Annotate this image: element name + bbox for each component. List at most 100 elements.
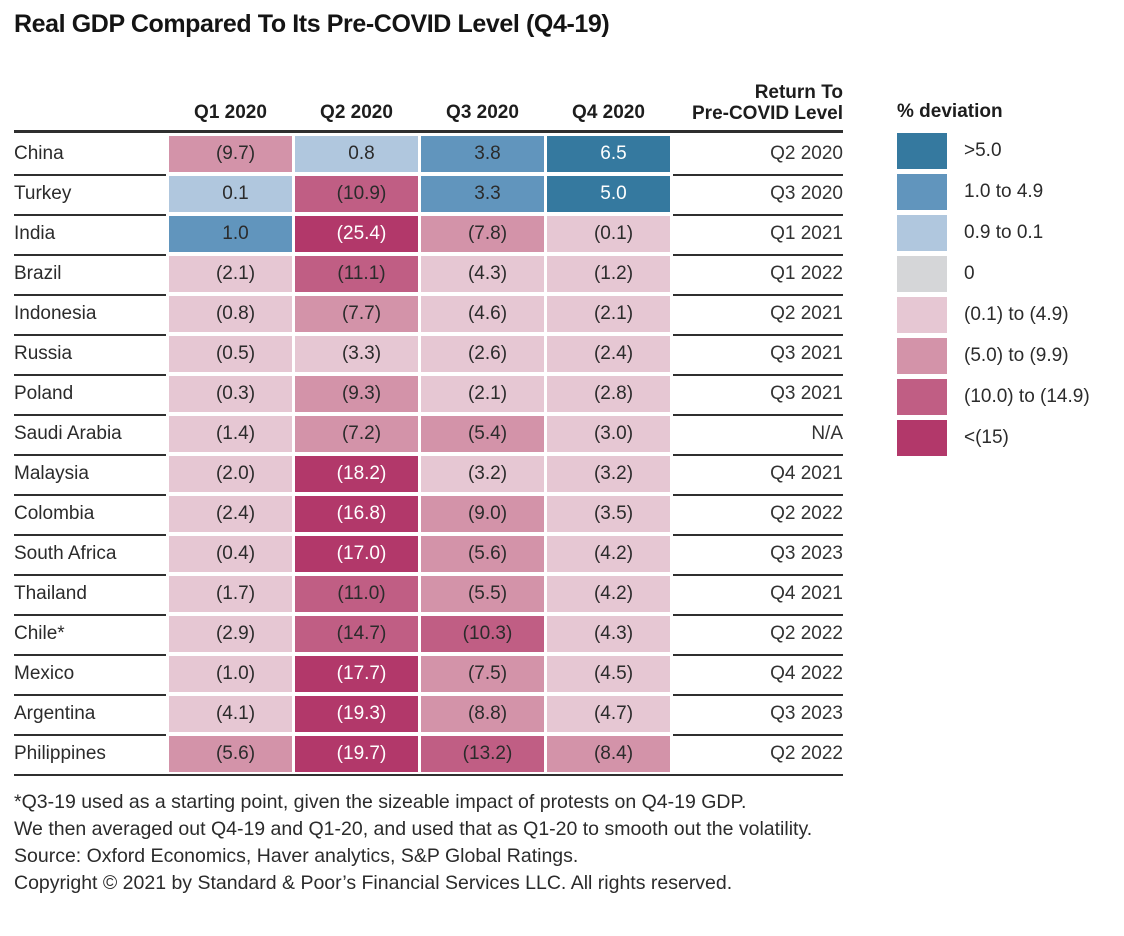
return-quarter-value: Q2 2020 bbox=[770, 143, 843, 164]
return-header-line2: Pre-COVID Level bbox=[692, 103, 843, 124]
gdp-deviation-cell: (19.7) bbox=[295, 736, 418, 772]
gdp-deviation-cell: (17.0) bbox=[295, 536, 418, 572]
return-quarter-value: Q4 2021 bbox=[770, 463, 843, 484]
gdp-deviation-cell: 3.3 bbox=[421, 176, 544, 212]
gdp-deviation-cell: 3.8 bbox=[421, 136, 544, 172]
legend-item: 0 bbox=[897, 256, 1090, 292]
country-label: Chile* bbox=[14, 623, 65, 644]
gdp-deviation-cell: (2.4) bbox=[169, 496, 292, 532]
country-label: Indonesia bbox=[14, 303, 97, 324]
gdp-deviation-cell: 6.5 bbox=[547, 136, 670, 172]
footnote-line: *Q3-19 used as a starting point, given t… bbox=[14, 791, 747, 813]
legend-item: (5.0) to (9.9) bbox=[897, 338, 1090, 374]
gdp-deviation-cell: (2.9) bbox=[169, 616, 292, 652]
country-label: Colombia bbox=[14, 503, 95, 524]
gdp-deviation-cell: (0.4) bbox=[169, 536, 292, 572]
legend-color-swatch bbox=[897, 133, 947, 169]
gdp-deviation-cell: (0.1) bbox=[547, 216, 670, 252]
country-label: Brazil bbox=[14, 263, 62, 284]
gdp-deviation-cell: (16.8) bbox=[295, 496, 418, 532]
legend-label: 1.0 to 4.9 bbox=[964, 181, 1044, 202]
gdp-deviation-cell: (9.3) bbox=[295, 376, 418, 412]
return-quarter-value: Q3 2021 bbox=[770, 343, 843, 364]
column-header-return-to-pre-covid: Return To Pre-COVID Level bbox=[673, 82, 843, 124]
legend-item: 0.9 to 0.1 bbox=[897, 215, 1090, 251]
gdp-deviation-cell: (1.7) bbox=[169, 576, 292, 612]
gdp-deviation-cell: (3.2) bbox=[421, 456, 544, 492]
table-row: China (9.7) 0.8 3.8 6.5 Q2 2020 bbox=[14, 136, 843, 176]
gdp-deviation-cell: (2.1) bbox=[421, 376, 544, 412]
gdp-heatmap-table: Q1 2020 Q2 2020 Q3 2020 Q4 2020 Return T… bbox=[14, 70, 843, 776]
country-label: India bbox=[14, 223, 56, 244]
gdp-deviation-cell: (3.3) bbox=[295, 336, 418, 372]
gdp-deviation-cell: (4.5) bbox=[547, 656, 670, 692]
return-quarter-value: Q4 2021 bbox=[770, 583, 843, 604]
gdp-deviation-cell: (4.3) bbox=[547, 616, 670, 652]
legend-item: (10.0) to (14.9) bbox=[897, 379, 1090, 415]
country-label: Philippines bbox=[14, 743, 106, 764]
footnote-line: We then averaged out Q4-19 and Q1-20, an… bbox=[14, 818, 813, 840]
return-quarter-value: Q2 2022 bbox=[770, 623, 843, 644]
return-quarter-value: Q3 2023 bbox=[770, 703, 843, 724]
table-row: Argentina (4.1) (19.3) (8.8) (4.7) Q3 2023 bbox=[14, 696, 843, 736]
legend-label: <(15) bbox=[964, 427, 1009, 448]
gdp-deviation-cell: (8.8) bbox=[421, 696, 544, 732]
footnote-line: Source: Oxford Economics, Haver analytic… bbox=[14, 845, 579, 867]
gdp-deviation-cell: (4.6) bbox=[421, 296, 544, 332]
gdp-deviation-cell: (13.2) bbox=[421, 736, 544, 772]
gdp-deviation-cell: (4.1) bbox=[169, 696, 292, 732]
legend-color-swatch bbox=[897, 215, 947, 251]
legend-item: 1.0 to 4.9 bbox=[897, 174, 1090, 210]
return-quarter-value: Q4 2022 bbox=[770, 663, 843, 684]
legend-color-swatch bbox=[897, 379, 947, 415]
legend-item: <(15) bbox=[897, 420, 1090, 456]
gdp-deviation-cell: (3.2) bbox=[547, 456, 670, 492]
table-header-row: Q1 2020 Q2 2020 Q3 2020 Q4 2020 Return T… bbox=[14, 70, 843, 130]
country-label: Saudi Arabia bbox=[14, 423, 122, 444]
legend-color-swatch bbox=[897, 256, 947, 292]
gdp-deviation-cell: (4.2) bbox=[547, 576, 670, 612]
legend-label: 0.9 to 0.1 bbox=[964, 222, 1044, 243]
gdp-deviation-cell: 0.1 bbox=[169, 176, 292, 212]
gdp-deviation-cell: (0.8) bbox=[169, 296, 292, 332]
gdp-deviation-cell: (2.4) bbox=[547, 336, 670, 372]
table-row: Turkey 0.1 (10.9) 3.3 5.0 Q3 2020 bbox=[14, 176, 843, 216]
legend-label: 0 bbox=[964, 263, 975, 284]
legend-label: >5.0 bbox=[964, 140, 1002, 161]
column-header-q4-2020: Q4 2020 bbox=[572, 102, 645, 123]
return-quarter-value: Q1 2022 bbox=[770, 263, 843, 284]
gdp-deviation-cell: (9.7) bbox=[169, 136, 292, 172]
return-quarter-value: Q3 2023 bbox=[770, 543, 843, 564]
gdp-deviation-cell: (2.1) bbox=[547, 296, 670, 332]
gdp-deviation-cell: (2.8) bbox=[547, 376, 670, 412]
country-label: South Africa bbox=[14, 543, 117, 564]
gdp-deviation-cell: (25.4) bbox=[295, 216, 418, 252]
footnotes: *Q3-19 used as a starting point, given t… bbox=[14, 789, 812, 897]
legend-label: (10.0) to (14.9) bbox=[964, 386, 1090, 407]
gdp-deviation-cell: (19.3) bbox=[295, 696, 418, 732]
table-row: Poland (0.3) (9.3) (2.1) (2.8) Q3 2021 bbox=[14, 376, 843, 416]
return-quarter-value: Q3 2020 bbox=[770, 183, 843, 204]
gdp-deviation-cell: (11.0) bbox=[295, 576, 418, 612]
table-row: Thailand (1.7) (11.0) (5.5) (4.2) Q4 2021 bbox=[14, 576, 843, 616]
legend: % deviation >5.0 1.0 to 4.9 0.9 to 0.1 0 (0.… bbox=[897, 101, 1090, 461]
table-row: Chile* (2.9) (14.7) (10.3) (4.3) Q2 2022 bbox=[14, 616, 843, 656]
gdp-deviation-cell: (4.7) bbox=[547, 696, 670, 732]
gdp-deviation-cell: 1.0 bbox=[169, 216, 292, 252]
return-quarter-value: Q2 2021 bbox=[770, 303, 843, 324]
table-row: South Africa (0.4) (17.0) (5.6) (4.2) Q3 2023 bbox=[14, 536, 843, 576]
table-row: Brazil (2.1) (11.1) (4.3) (1.2) Q1 2022 bbox=[14, 256, 843, 296]
legend-item: (0.1) to (4.9) bbox=[897, 297, 1090, 333]
country-label: Turkey bbox=[14, 183, 72, 204]
legend-color-swatch bbox=[897, 338, 947, 374]
gdp-deviation-cell: (7.2) bbox=[295, 416, 418, 452]
legend-items: >5.0 1.0 to 4.9 0.9 to 0.1 0 (0.1) to (4.9) (… bbox=[897, 133, 1090, 456]
return-header-line1: Return To bbox=[754, 82, 843, 103]
gdp-deviation-cell: 0.8 bbox=[295, 136, 418, 172]
chart-title: Real GDP Compared To Its Pre-COVID Level… bbox=[14, 10, 610, 38]
country-label: China bbox=[14, 143, 64, 164]
country-label: Argentina bbox=[14, 703, 96, 724]
gdp-deviation-cell: (2.1) bbox=[169, 256, 292, 292]
gdp-deviation-cell: 5.0 bbox=[547, 176, 670, 212]
